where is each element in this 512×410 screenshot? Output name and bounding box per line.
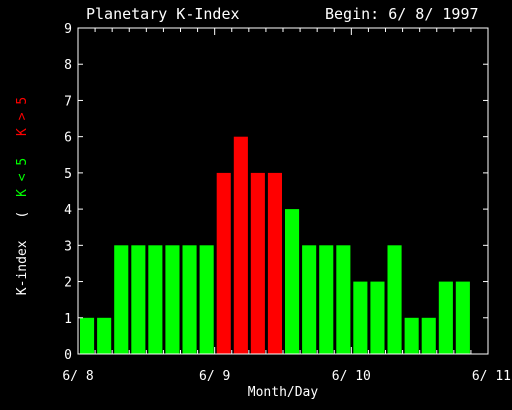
bar <box>131 245 146 354</box>
legend-high: K > 5 <box>15 97 30 136</box>
x-tick-label: 6/ 11 <box>472 369 511 384</box>
bar <box>353 281 368 354</box>
bar <box>80 317 95 354</box>
x-tick-label: 6/ 9 <box>199 369 230 384</box>
y-tick-label: 2 <box>64 276 72 291</box>
y-axis-ticks: 0 1 2 3 4 5 6 7 8 9 <box>64 22 488 363</box>
legend-low: K < 5 <box>15 158 30 197</box>
bar <box>387 245 402 354</box>
bar <box>319 245 334 354</box>
y-axis-label: K-index <box>15 240 30 295</box>
bar <box>216 172 231 354</box>
bar <box>370 281 385 354</box>
bar <box>285 209 300 354</box>
bars-group <box>80 136 470 354</box>
bar <box>148 245 163 354</box>
x-axis-label: Month/Day <box>248 385 319 400</box>
y-tick-label: 4 <box>64 203 72 218</box>
bar <box>336 245 351 354</box>
x-tick-label: 6/ 10 <box>332 369 371 384</box>
y-tick-label: 9 <box>64 22 72 37</box>
bar <box>302 245 317 354</box>
svg-text:K-index ( K < 5: K-index ( K < 5 K > 5 <box>15 97 30 295</box>
plot-frame <box>77 27 489 355</box>
bar <box>267 172 282 354</box>
x-tick-label: 6/ 8 <box>62 369 93 384</box>
x-axis-ticks: 6/ 8 6/ 9 6/ 10 6/ 11 <box>62 28 511 384</box>
y-tick-label: 1 <box>64 312 72 327</box>
bar <box>404 317 419 354</box>
y-tick-label: 5 <box>64 167 72 182</box>
bar <box>114 245 129 354</box>
y-tick-label: 7 <box>64 94 72 109</box>
y-tick-label: 0 <box>64 348 72 363</box>
y-tick-label: 3 <box>64 239 72 254</box>
bar <box>421 317 436 354</box>
bar <box>455 281 470 354</box>
y-axis-title: K-index ( K < 5 K > 5 <box>15 97 30 295</box>
y-tick-label: 8 <box>64 58 72 73</box>
bar <box>165 245 180 354</box>
y-tick-label: 6 <box>64 131 72 146</box>
bar <box>250 172 265 354</box>
legend-open-paren: ( <box>15 211 30 219</box>
bar <box>233 136 248 354</box>
bar <box>199 245 214 354</box>
chart-title: Planetary K-Index <box>86 5 240 23</box>
bar <box>438 281 453 354</box>
bar <box>182 245 197 354</box>
begin-date-label: Begin: 6/ 8/ 1997 <box>325 5 479 23</box>
bar <box>97 317 112 354</box>
